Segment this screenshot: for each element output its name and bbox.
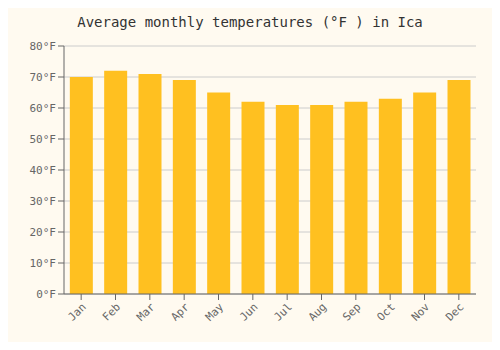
svg-text:Oct: Oct (375, 300, 398, 323)
svg-text:Feb: Feb (100, 300, 123, 323)
svg-text:70°F: 70°F (30, 71, 57, 84)
svg-text:60°F: 60°F (30, 102, 57, 115)
html-text:Average monthly temperatures (: Average monthly temperatures (°F ) in Ic… (77, 14, 423, 30)
svg-text:Apr: Apr (169, 300, 193, 324)
svg-text:May: May (203, 300, 227, 324)
svg-text:Dec: Dec (443, 300, 466, 323)
svg-text:Nov: Nov (409, 300, 433, 324)
svg-text:Aug: Aug (306, 300, 329, 323)
svg-text:Jan: Jan (66, 300, 89, 323)
svg-text:Sep: Sep (340, 300, 363, 323)
svg-text:0°F: 0°F (36, 288, 56, 301)
svg-text:Jun: Jun (237, 300, 260, 323)
svg-text:80°F: 80°F (30, 40, 57, 53)
svg-text:20°F: 20°F (30, 226, 57, 239)
svg-text:30°F: 30°F (30, 195, 57, 208)
svg-text:10°F: 10°F (30, 257, 57, 270)
svg-text:Mar: Mar (134, 300, 158, 324)
svg-text:40°F: 40°F (30, 164, 57, 177)
svg-text:Jul: Jul (272, 300, 295, 323)
svg-text:50°F: 50°F (30, 133, 57, 146)
